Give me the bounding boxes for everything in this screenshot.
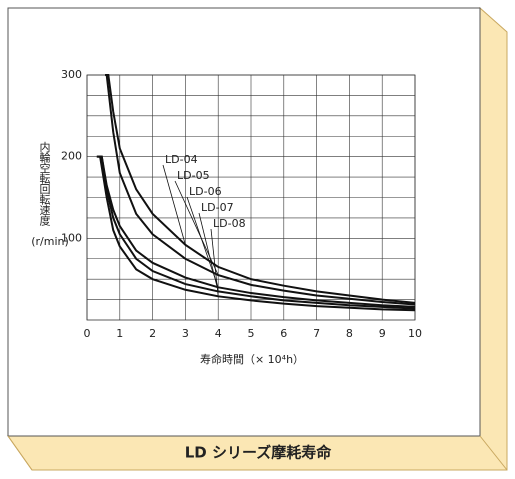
series-label: LD-05	[177, 169, 210, 182]
y-axis-label: 度	[40, 214, 51, 228]
y-axis-label: 内	[40, 140, 51, 154]
plot-border	[86, 74, 416, 321]
x-tick-label: 2	[149, 327, 156, 340]
series-label: LD-08	[213, 217, 246, 230]
leader-line	[162, 164, 186, 245]
y-axis-label: 輪	[40, 151, 51, 165]
x-tick-label: 6	[280, 327, 287, 340]
y-axis-label: 転	[40, 173, 51, 186]
curve	[96, 155, 416, 312]
series-label: LD-06	[189, 185, 222, 198]
leader-line	[186, 196, 219, 288]
curve	[106, 74, 416, 304]
leader-line	[174, 180, 219, 276]
y-axis-unit: (r/min)	[31, 235, 69, 248]
y-axis-label: 転	[40, 194, 51, 207]
x-axis-label: 寿命時間（× 10⁴h）	[200, 352, 304, 366]
x-tick-label: 10	[408, 327, 422, 340]
y-axis-label: 回	[40, 183, 51, 196]
series-label: LD-07	[201, 201, 234, 214]
curve	[96, 155, 416, 310]
curve	[105, 74, 416, 306]
y-axis-label: 空	[40, 161, 51, 175]
x-tick-label: 5	[248, 327, 255, 340]
y-tick-label: 300	[61, 68, 82, 81]
y-tick-label: 200	[61, 150, 82, 163]
chart-title: LD シリーズ摩耗寿命	[185, 444, 332, 462]
x-tick-label: 1	[116, 327, 123, 340]
curve	[98, 155, 416, 308]
leader-line	[198, 212, 219, 292]
y-axis-label: 速	[40, 204, 51, 217]
x-tick-label: 4	[215, 327, 222, 340]
leader-line	[210, 228, 219, 297]
x-tick-label: 7	[313, 327, 320, 340]
x-tick-label: 8	[346, 327, 353, 340]
x-tick-label: 0	[84, 327, 91, 340]
x-tick-label: 3	[182, 327, 189, 340]
y-tick-label: 100	[61, 231, 82, 244]
series-label: LD-04	[165, 153, 198, 166]
frame-edge	[479, 435, 508, 471]
frame-edge	[7, 435, 33, 471]
x-tick-label: 9	[379, 327, 386, 340]
